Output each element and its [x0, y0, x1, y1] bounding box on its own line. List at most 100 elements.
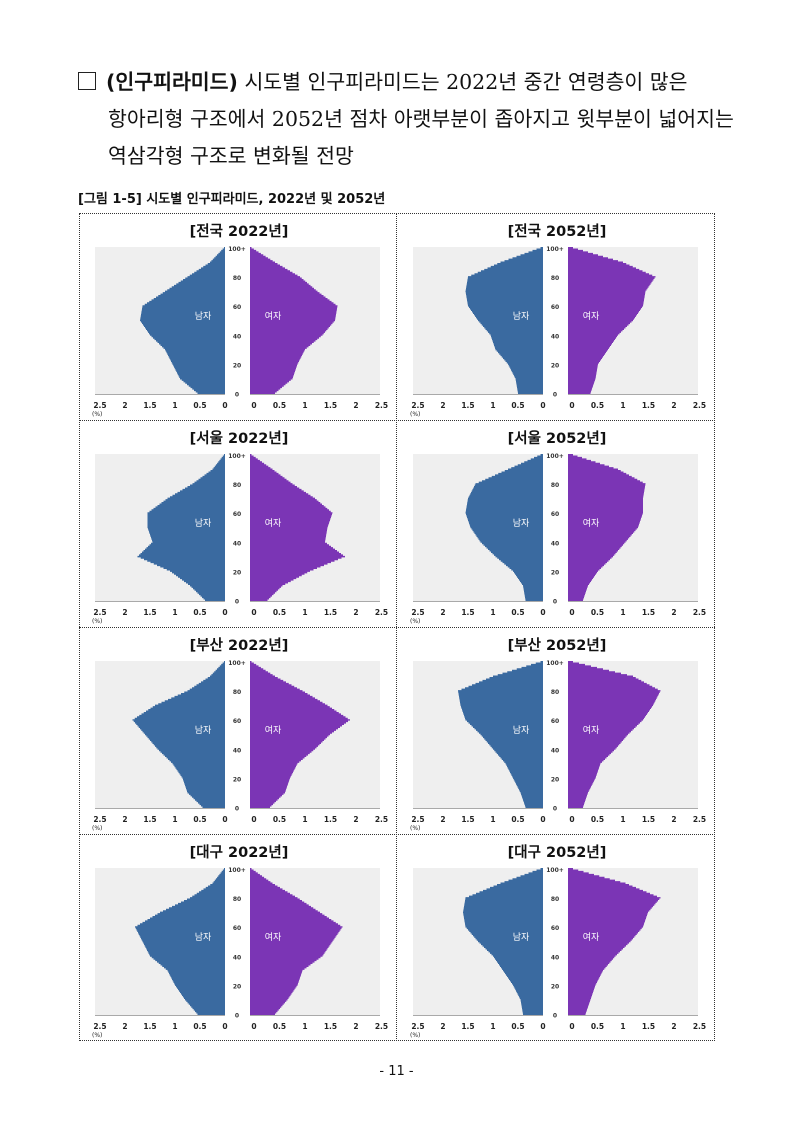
y-tick-label: 100+ [228, 246, 246, 253]
panel-title: [부산 2052년] [507, 638, 607, 654]
x-tick-label: 1.5 [324, 1022, 337, 1031]
x-tick-label: 1 [490, 1022, 495, 1031]
male-bars [135, 868, 225, 1015]
x-tick-label: 2.5 [93, 401, 106, 410]
x-tick-label: 1.5 [324, 608, 337, 617]
female-series-label: 여자 [583, 310, 600, 322]
y-tick-label: 40 [551, 333, 559, 340]
female-series-label: 여자 [265, 517, 282, 529]
x-tick-label: 2.5 [375, 1022, 388, 1031]
y-tick-label: 0 [235, 1013, 239, 1020]
x-tick-label: 1 [172, 815, 177, 824]
x-tick-label: 2 [671, 1022, 676, 1031]
x-tick-label: 1 [490, 608, 495, 617]
y-tick-label: 0 [235, 392, 239, 399]
male-series-label: 남자 [195, 932, 212, 943]
y-tick-label: 80 [233, 689, 241, 696]
y-tick-label: 40 [551, 540, 559, 547]
female-series-label: 여자 [583, 724, 600, 736]
x-tick-label: 0 [540, 401, 545, 410]
y-tick-label: 100+ [546, 867, 564, 874]
x-tick-label: 2.5 [93, 815, 106, 824]
male-bars [140, 247, 225, 394]
female-bars [568, 868, 661, 1015]
intro-line-1-text: 시도별 인구피라미드는 2022년 중간 연령층이 많은 [244, 70, 688, 94]
female-series-label: 여자 [583, 931, 600, 943]
x-tick-label: 1 [490, 815, 495, 824]
intro-keyword: (인구피라미드) [106, 70, 238, 94]
y-tick-label: 20 [233, 362, 241, 369]
y-tick-label: 100+ [228, 867, 246, 874]
figure-row-divider [79, 420, 715, 421]
y-tick-label: 20 [551, 362, 559, 369]
x-tick-label: 1 [302, 608, 307, 617]
x-unit-label: (%) [410, 825, 420, 832]
x-tick-label: 2 [353, 401, 358, 410]
y-tick-label: 60 [551, 304, 559, 311]
y-tick-label: 80 [233, 482, 241, 489]
y-tick-label: 20 [233, 776, 241, 783]
x-tick-label: 2 [353, 1022, 358, 1031]
y-tick-label: 20 [233, 569, 241, 576]
x-tick-label: 1.5 [461, 608, 474, 617]
pyramid-panel: [서울 2022년] 0 20 40 60 80 100+ 2.5 2 1.5 1 0.5 0 0 0.5 1… [80, 421, 398, 628]
x-tick-label: 0.5 [273, 1022, 286, 1031]
y-tick-label: 60 [551, 925, 559, 932]
x-tick-label: 1.5 [143, 401, 156, 410]
female-series-label: 여자 [265, 310, 282, 322]
x-tick-label: 2.5 [411, 401, 424, 410]
y-tick-label: 60 [233, 304, 241, 311]
x-tick-label: 0.5 [193, 815, 206, 824]
x-tick-label: 0 [222, 401, 227, 410]
y-tick-label: 20 [233, 983, 241, 990]
pyramid-panel: [전국 2052년] 0 20 40 60 80 100+ 2.5 2 1.5 1 0.5 0 0 0.5 1… [398, 214, 716, 421]
x-tick-label: 2 [671, 608, 676, 617]
x-tick-label: 2 [671, 401, 676, 410]
pyramid-panel: [전국 2022년] 0 20 40 60 80 100+ 2.5 2 1.5 1 0.5 0 0 0.5 1… [80, 214, 398, 421]
male-series-label: 남자 [513, 725, 530, 736]
y-tick-label: 80 [551, 482, 559, 489]
x-tick-label: 0 [569, 815, 574, 824]
y-tick-label: 60 [551, 511, 559, 518]
y-tick-label: 20 [551, 569, 559, 576]
female-bars [568, 661, 661, 808]
x-tick-label: 0.5 [511, 1022, 524, 1031]
x-tick-label: 1.5 [461, 401, 474, 410]
x-tick-label: 2 [122, 401, 127, 410]
x-tick-label: 0.5 [591, 401, 604, 410]
intro-line-3: 역삼각형 구조로 변화될 전망 [108, 144, 354, 168]
x-tick-label: 0 [569, 1022, 574, 1031]
checkbox-bullet-icon [78, 72, 96, 90]
x-tick-label: 0 [540, 608, 545, 617]
x-tick-label: 2 [122, 815, 127, 824]
figure-row-divider [79, 627, 715, 628]
x-unit-label: (%) [92, 618, 102, 625]
male-bars [465, 247, 543, 394]
x-tick-label: 1.5 [642, 608, 655, 617]
y-tick-label: 100+ [228, 660, 246, 667]
male-bars [465, 454, 543, 601]
x-tick-label: 1 [172, 608, 177, 617]
intro-line-1: (인구피라미드) 시도별 인구피라미드는 2022년 중간 연령층이 많은 [78, 64, 728, 101]
panel-title: [서울 2022년] [189, 431, 289, 447]
x-tick-label: 0 [251, 815, 256, 824]
x-tick-label: 2.5 [93, 1022, 106, 1031]
panel-title: [전국 2022년] [189, 224, 289, 240]
y-tick-label: 40 [233, 540, 241, 547]
x-unit-label: (%) [92, 1032, 102, 1039]
x-tick-label: 2.5 [411, 608, 424, 617]
x-tick-label: 1.5 [143, 1022, 156, 1031]
x-tick-label: 1.5 [143, 815, 156, 824]
figure-title: [그림 1-5] 시도별 인구피라미드, 2022년 및 2052년 [78, 192, 386, 207]
y-tick-label: 40 [233, 954, 241, 961]
x-tick-label: 2.5 [693, 608, 706, 617]
x-tick-label: 0.5 [511, 608, 524, 617]
x-unit-label: (%) [92, 411, 102, 418]
x-unit-label: (%) [92, 825, 102, 832]
